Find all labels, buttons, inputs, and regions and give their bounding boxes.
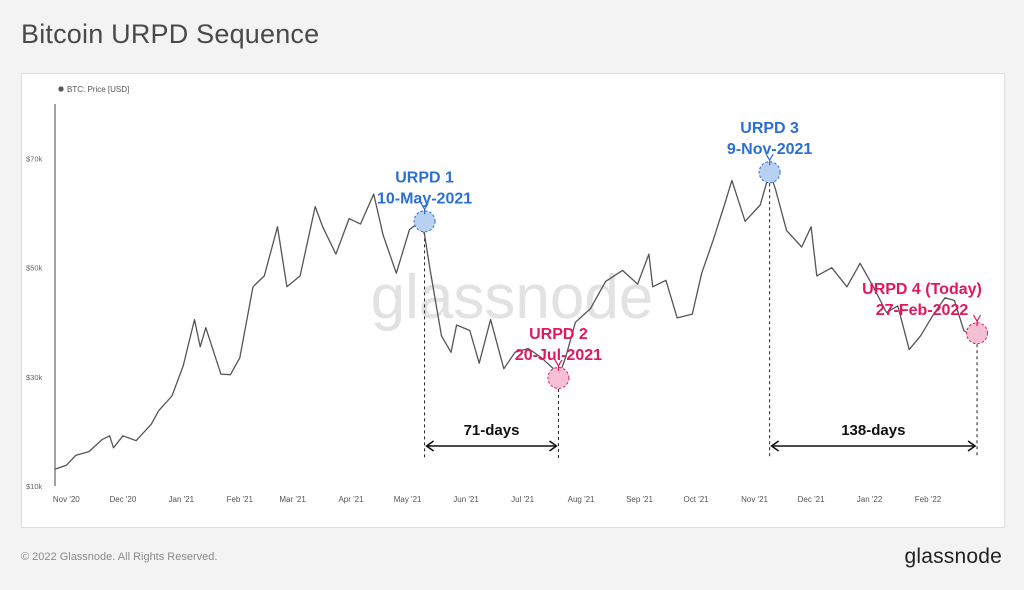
urpd-arrow-head <box>420 203 429 211</box>
legend-label: BTC: Price [USD] <box>67 85 129 94</box>
urpd-label: URPD 4 (Today) <box>862 281 982 298</box>
x-tick-label: Sep '21 <box>626 495 653 504</box>
duration-spans: 71-days 138-days <box>425 422 977 452</box>
price-chart: glassnode $10k $30k $50k $70k Nov '20 Dec '2… <box>26 85 989 504</box>
urpd-arrow-head <box>765 153 774 162</box>
x-tick-label: Nov '20 <box>53 495 80 504</box>
x-tick-label: May '21 <box>394 495 422 504</box>
brand-logo: glassnode <box>904 545 1002 568</box>
urpd-marker-circle <box>547 366 570 389</box>
span-arrow-right <box>548 440 558 452</box>
span-label: 71-days <box>464 422 520 439</box>
x-tick-label: Jan '22 <box>857 495 883 504</box>
urpd-label: URPD 3 <box>740 120 799 137</box>
y-tick-label: $70k <box>26 155 43 164</box>
urpd-date-label: 9-Nov-2021 <box>727 141 812 158</box>
x-tick-label: Jun '21 <box>453 495 479 504</box>
legend-dot <box>58 86 64 92</box>
marker-guides <box>424 183 978 458</box>
x-tick-label: Dec '20 <box>109 495 136 504</box>
y-tick-label: $50k <box>26 264 43 273</box>
urpd-marker-circle <box>413 210 436 233</box>
y-axis-ticks: $10k $30k $50k $70k <box>26 155 43 491</box>
y-tick-label: $10k <box>26 482 43 491</box>
urpd-markers: URPD 1 10-May-2021 URPD 2 20-Jul-2021 URPD 3… <box>377 120 989 389</box>
urpd-arrow-head <box>554 359 563 368</box>
x-tick-label: Dec '21 <box>798 495 825 504</box>
urpd-marker-circle <box>758 161 781 184</box>
urpd-label: URPD 1 <box>395 169 454 186</box>
x-tick-label: Jul '21 <box>511 495 534 504</box>
urpd-marker-circle <box>966 322 989 345</box>
span-arrow-right <box>967 440 977 452</box>
x-tick-label: Mar '21 <box>279 495 306 504</box>
x-tick-label: Aug '21 <box>568 495 595 504</box>
urpd-label: URPD 2 <box>529 326 588 343</box>
btc-price-line <box>54 171 978 470</box>
x-tick-label: Jan '21 <box>169 495 195 504</box>
page-title: Bitcoin URPD Sequence <box>21 19 320 49</box>
x-tick-label: Feb '22 <box>915 495 942 504</box>
urpd-date-label: 20-Jul-2021 <box>515 347 602 364</box>
x-tick-label: Oct '21 <box>684 495 710 504</box>
watermark: glassnode <box>371 263 654 332</box>
span-arrow-left <box>770 440 780 452</box>
x-tick-label: Nov '21 <box>741 495 768 504</box>
x-axis-ticks: Nov '20 Dec '20 Jan '21 Feb '21 Mar '21 Apr '… <box>53 495 942 504</box>
urpd-arrow-head <box>973 314 982 323</box>
x-tick-label: Apr '21 <box>338 495 364 504</box>
x-tick-label: Feb '21 <box>227 495 254 504</box>
urpd-date-label: 10-May-2021 <box>377 190 472 207</box>
span-arrow-left <box>425 440 435 452</box>
chart-panel: glassnode $10k $30k $50k $70k Nov '20 Dec '2… <box>21 73 1005 528</box>
copyright-text: © 2022 Glassnode. All Rights Reserved. <box>21 551 218 563</box>
y-tick-label: $30k <box>26 373 43 382</box>
urpd-date-label: 27-Feb-2022 <box>876 302 969 319</box>
span-label: 138-days <box>841 422 905 439</box>
